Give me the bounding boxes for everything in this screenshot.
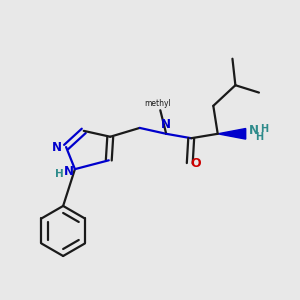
Text: H: H: [260, 124, 268, 134]
Text: N: N: [52, 141, 62, 154]
Text: methyl: methyl: [144, 99, 171, 108]
Text: N: N: [63, 165, 74, 178]
Text: N: N: [161, 118, 171, 131]
Polygon shape: [218, 128, 246, 139]
Text: H: H: [255, 132, 263, 142]
Text: N: N: [249, 124, 259, 137]
Text: H: H: [55, 169, 64, 178]
Text: O: O: [190, 157, 201, 170]
